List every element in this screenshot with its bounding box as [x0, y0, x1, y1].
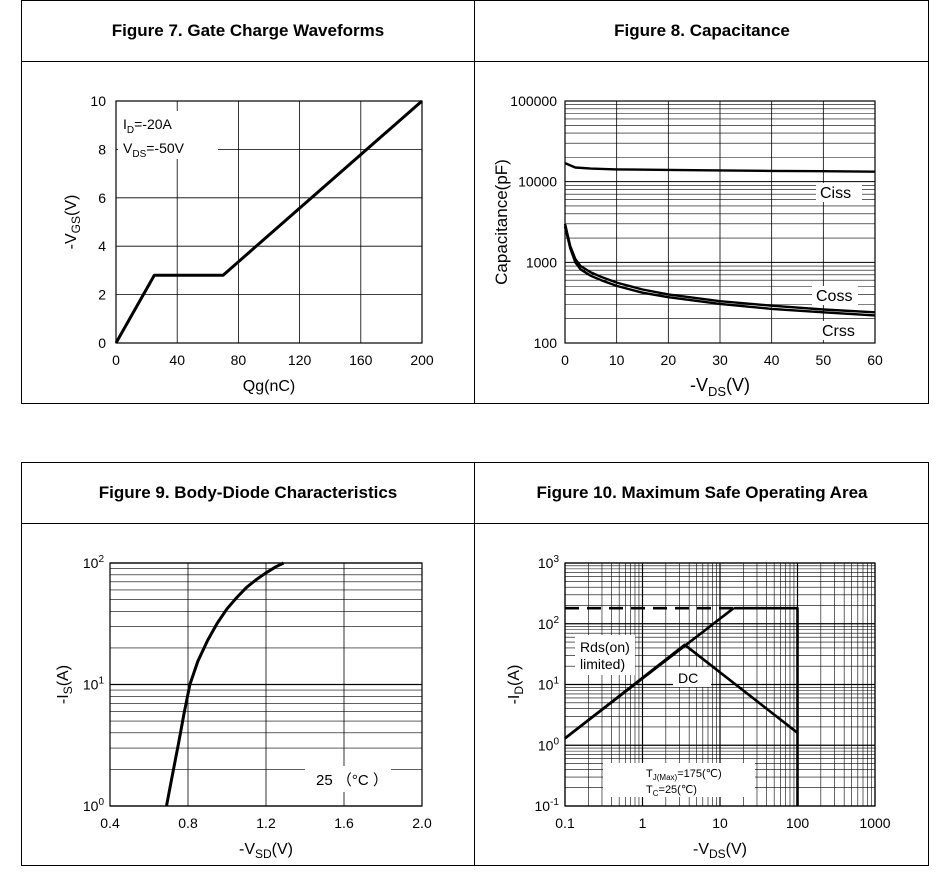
fig9-y-tick-label: 102	[83, 554, 105, 571]
fig7-plot-frame	[115, 100, 423, 344]
fig8-y-tick-label: 10000	[518, 174, 557, 190]
fig10-dc-label: DC	[678, 670, 698, 686]
fig10-y-axis-label: -ID(A)	[506, 665, 526, 705]
fig8-y-tick-label: 1000	[526, 254, 557, 270]
fig9-x-axis-label: -VSD(V)	[239, 841, 293, 861]
fig10-y-tick-label: 101	[538, 676, 560, 693]
fig7-y-tick-label: 4	[98, 238, 106, 254]
fig7-x-tick-label: 120	[288, 352, 312, 368]
fig9-x-tick-label: 1.2	[256, 815, 276, 831]
fig9-x-tick-label: 2.0	[412, 815, 432, 831]
fig8-x-tick-label: 50	[816, 352, 832, 368]
fig9-legend-bg	[305, 766, 391, 792]
figure-7-title: Figure 7. Gate Charge Waveforms	[111, 21, 385, 40]
fig10-rds-label-bg	[575, 635, 635, 675]
fig7-x-tick-label: 0	[112, 352, 120, 368]
fig9-plot-frame	[109, 562, 423, 807]
fig7-y-tick-label: 2	[98, 287, 106, 303]
fig7-y-tick-label: 10	[90, 93, 106, 109]
title-row-divider	[22, 523, 928, 524]
fig9-y-tick-label: 101	[83, 676, 105, 693]
top-figure-table: Figure 7. Gate Charge Waveforms Figure 8…	[21, 0, 929, 404]
fig8-x-tick-label: 30	[712, 352, 728, 368]
fig7-annotation-id: ID=-20A	[123, 116, 173, 136]
fig8-label-bg	[816, 183, 862, 202]
fig10-x-tick-label: 10	[712, 815, 728, 831]
fig7-y-tick-label: 8	[98, 141, 106, 157]
fig7-x-tick-label: 40	[169, 352, 185, 368]
fig9-x-tick-label: 1.6	[334, 815, 354, 831]
fig10-tc-label: TC=25(℃)	[646, 784, 697, 798]
fig10-rds-label-line1: Rds(on)	[580, 639, 630, 655]
title-row-divider	[22, 61, 928, 62]
fig7-series-line	[114, 99, 423, 344]
fig8-series-label-crss: Crss	[822, 323, 855, 340]
fig8-label-bg	[818, 321, 864, 340]
fig10-tj-label: TJ(Max)=175(℃)	[646, 768, 722, 782]
fig8-series-label-ciss: Ciss	[820, 185, 851, 202]
fig8-x-tick-label: 20	[661, 352, 677, 368]
fig9-y-tick-label: 100	[83, 797, 105, 814]
column-divider	[474, 463, 475, 865]
fig10-series-dc	[564, 643, 799, 740]
fig7-annotation-vds: VDS=-50V	[123, 140, 185, 160]
figure-8-title: Figure 8. Capacitance	[614, 21, 790, 40]
fig10-series-limit	[733, 606, 799, 806]
fig7-y-tick-label: 6	[98, 190, 106, 206]
fig9-x-tick-label: 0.8	[178, 815, 198, 831]
fig10-x-tick-label: 100	[786, 815, 810, 831]
fig8-plot-frame	[564, 100, 876, 344]
fig8-x-tick-label: 60	[867, 352, 883, 368]
fig8-x-axis-label: -VDS(V)	[690, 375, 750, 399]
fig8-y-tick-label: 100	[534, 335, 558, 351]
fig10-y-tick-label: 102	[538, 615, 560, 632]
fig10-rds-label-line2: limited)	[580, 656, 625, 672]
bottom-figure-table: Figure 9. Body-Diode Characteristics Fig…	[21, 462, 929, 866]
fig8-series-crss	[563, 226, 876, 317]
fig10-x-tick-label: 1000	[859, 815, 890, 831]
fig8-x-tick-label: 40	[764, 352, 780, 368]
fig7-y-tick-label: 0	[98, 335, 106, 351]
fig7-y-axis-label: -VGS(V)	[63, 195, 83, 250]
fig10-y-tick-label: 100	[538, 736, 560, 753]
fig8-label-bg	[812, 286, 858, 305]
fig9-series-curve	[165, 561, 285, 807]
fig7-x-axis-label: Qg(nC)	[243, 378, 295, 395]
fig10-x-tick-label: 0.1	[555, 815, 575, 831]
fig7-x-tick-label: 80	[231, 352, 247, 368]
fig9-y-axis-label: -IS(A)	[55, 665, 75, 704]
fig10-y-tick-label: 103	[538, 554, 560, 571]
fig8-x-tick-label: 10	[609, 352, 625, 368]
figure-9-title: Figure 9. Body-Diode Characteristics	[98, 483, 398, 502]
fig10-plot-frame	[564, 562, 876, 807]
fig10-x-tick-label: 1	[639, 815, 647, 831]
fig8-y-tick-label: 100000	[510, 93, 557, 109]
fig8-series-label-coss: Coss	[816, 288, 852, 305]
fig10-x-axis-label: -VDS(V)	[693, 841, 747, 861]
fig10-conditions-bg	[603, 763, 755, 797]
column-divider	[474, 1, 475, 403]
fig8-y-axis-label: Capacitance(pF)	[492, 159, 511, 285]
fig7-x-tick-label: 200	[410, 352, 434, 368]
figure-10-title: Figure 10. Maximum Safe Operating Area	[536, 483, 868, 502]
fig10-y-tick-label: 10-1	[535, 797, 560, 814]
fig8-series-ciss	[564, 161, 876, 173]
fig9-legend-label: 25 （°C ）	[316, 772, 388, 789]
fig10-dc-label-bg	[673, 667, 711, 687]
fig7-annotation-bg	[118, 111, 218, 159]
fig7-x-tick-label: 160	[349, 352, 373, 368]
fig8-x-tick-label: 0	[561, 352, 569, 368]
fig9-x-tick-label: 0.4	[100, 815, 120, 831]
